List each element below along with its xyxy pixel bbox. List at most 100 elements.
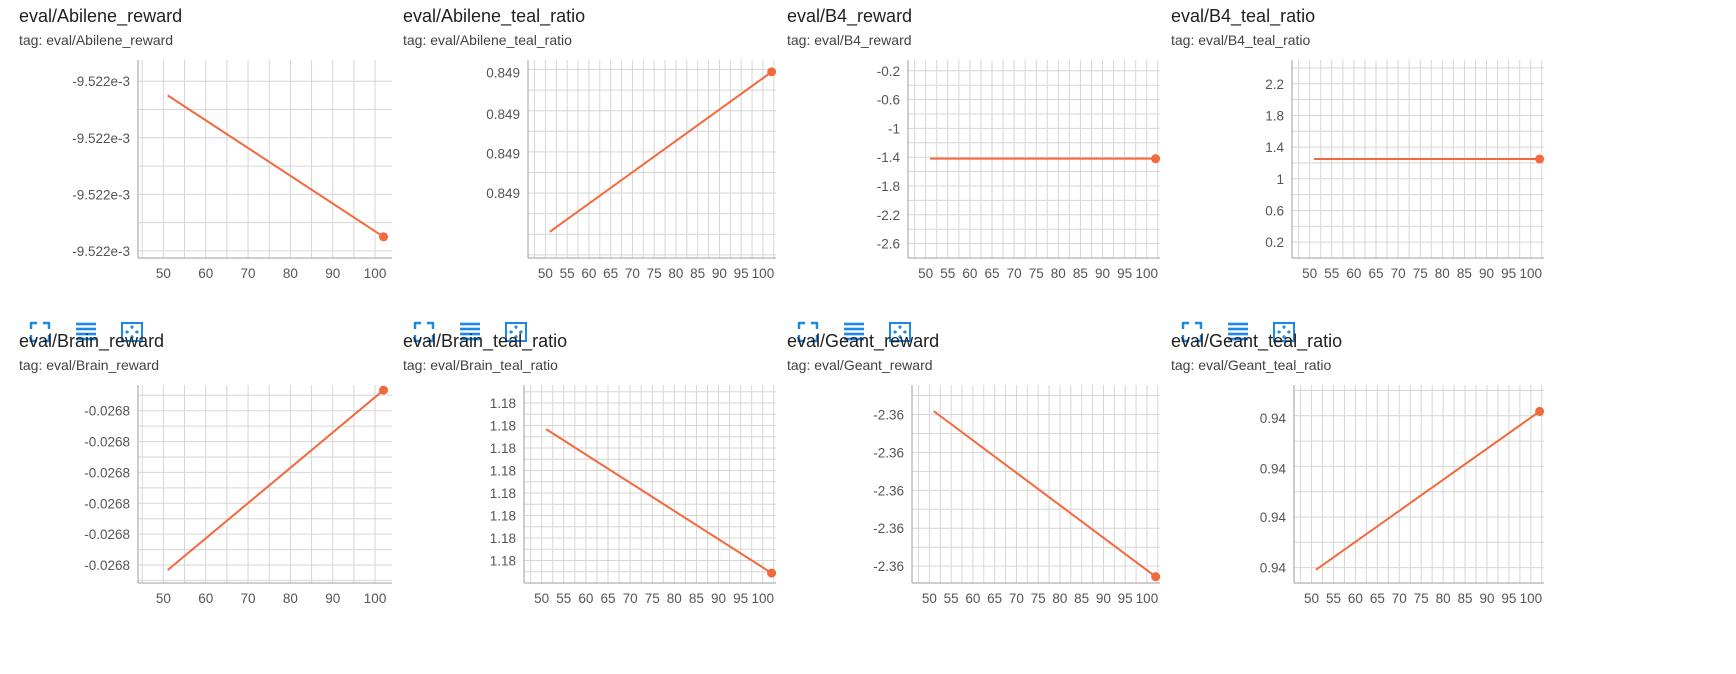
- line-chart[interactable]: 50 55 60 65 70 75 80 85 90 95 100 2.2 1.8 1.4 1 0.6 0.2: [1152, 56, 1562, 292]
- fit-domain-icon: [1273, 322, 1295, 342]
- x-tick-label: 85: [1458, 591, 1473, 606]
- x-tick-label: 65: [1370, 591, 1385, 606]
- y-tick-label: -2.36: [873, 483, 904, 498]
- toggle-y-log-button[interactable]: [72, 318, 100, 346]
- y-tick-label: -0.0268: [84, 465, 130, 480]
- series-last-point[interactable]: [1535, 406, 1545, 416]
- x-tick-label: 95: [1118, 591, 1133, 606]
- toggle-y-log-button[interactable]: [456, 318, 484, 346]
- x-tick-label: 85: [1074, 591, 1089, 606]
- fullscreen-button[interactable]: [410, 318, 438, 346]
- chart-title: eval/Abilene_reward: [19, 6, 183, 26]
- line-chart[interactable]: 50 55 60 65 70 75 80 85 90 95 100 -0.2 -0.6 -1 -1.4 -1.…: [768, 56, 1178, 292]
- chart-toolbar: [1178, 318, 1298, 346]
- series-last-point[interactable]: [379, 232, 389, 242]
- x-tick-label: 75: [645, 591, 660, 606]
- series-line: [549, 71, 773, 233]
- x-tick-label: 75: [1031, 591, 1046, 606]
- y-tick-label: 0.849: [486, 186, 520, 201]
- y-tick-label: -2.36: [873, 521, 904, 536]
- line-chart[interactable]: 50 60 70 80 90 100 -0.0268 -0.0268 -0.0268 -0.026…: [0, 381, 410, 617]
- grid-lines: [138, 385, 392, 583]
- fit-domain-button[interactable]: [1270, 318, 1298, 346]
- chart-card: eval/B4_reward tag: eval/B4_reward 50 55 60 6…: [768, 0, 1178, 343]
- line-chart[interactable]: 50 55 60 65 70 75 80 85 90 95 100 -2.36 -2.36 -2.36 -2…: [768, 381, 1178, 617]
- x-tick-label: 100: [1519, 266, 1542, 281]
- chart-tag: tag: eval/Abilene_teal_ratio: [403, 32, 572, 48]
- y-tick-label: -9.522e-3: [72, 74, 130, 89]
- y-tick-label: 0.94: [1260, 411, 1287, 426]
- chart-title: eval/B4_teal_ratio: [1171, 6, 1316, 26]
- y-tick-label: 0.94: [1260, 510, 1287, 525]
- x-tick-label: 90: [712, 266, 727, 281]
- x-tick-label: 80: [667, 591, 682, 606]
- y-tick-label: -0.0268: [84, 558, 130, 573]
- x-tick-label: 90: [1479, 266, 1494, 281]
- x-tick-label: 85: [1073, 266, 1088, 281]
- x-tick-label: 100: [1135, 266, 1158, 281]
- fullscreen-icon: [413, 321, 435, 343]
- y-tick-label: -2.36: [873, 559, 904, 574]
- line-chart[interactable]: 50 55 60 65 70 75 80 85 90 95 100 0.94 0.94 0.94 0.94: [1152, 381, 1562, 617]
- x-tick-label: 100: [752, 266, 775, 281]
- x-tick-label: 90: [325, 266, 340, 281]
- y-tick-label: 0.6: [1265, 203, 1284, 218]
- x-tick-label: 70: [241, 266, 256, 281]
- y-tick-label: 1.18: [490, 441, 516, 456]
- series-line: [167, 94, 385, 238]
- line-chart[interactable]: 50 55 60 65 70 75 80 85 90 95 100 1.18 1.18 1.18 1.18 1…: [384, 381, 794, 617]
- series-last-point[interactable]: [767, 67, 777, 77]
- x-tick-label: 90: [1095, 266, 1110, 281]
- fullscreen-button[interactable]: [794, 318, 822, 346]
- series-last-point[interactable]: [1151, 572, 1161, 582]
- fit-domain-icon: [505, 322, 527, 342]
- y-tick-label: -0.6: [877, 93, 900, 108]
- y-tick-label: -2.6: [877, 237, 900, 252]
- x-tick-label: 95: [1501, 591, 1516, 606]
- y-tick-label: -2.2: [877, 208, 900, 223]
- toggle-y-log-button[interactable]: [840, 318, 868, 346]
- series-last-point[interactable]: [379, 385, 389, 395]
- x-tick-label: 100: [364, 591, 387, 606]
- x-tick-label: 80: [283, 591, 298, 606]
- x-tick-label: 100: [1520, 591, 1543, 606]
- fit-domain-button[interactable]: [886, 318, 914, 346]
- x-tick-label: 90: [1479, 591, 1494, 606]
- fit-domain-button[interactable]: [118, 318, 146, 346]
- y-tick-label: -0.0268: [84, 496, 130, 511]
- fit-domain-button[interactable]: [502, 318, 530, 346]
- x-tick-label: 80: [668, 266, 683, 281]
- y-tick-label: -0.0268: [84, 527, 130, 542]
- line-chart[interactable]: 50 55 60 65 70 75 80 85 90 95 100 0.849 0.849 0.849 0.…: [384, 56, 794, 292]
- x-tick-label: 95: [734, 266, 749, 281]
- grid-lines: [912, 385, 1160, 583]
- y-tick-label: 1: [1276, 172, 1284, 187]
- line-chart[interactable]: 50 60 70 80 90 100 -9.522e-3 -9.522e-3 -9.522e-3…: [0, 56, 410, 292]
- x-tick-label: 50: [156, 591, 171, 606]
- series-line: [166, 389, 385, 571]
- x-tick-label: 55: [1326, 591, 1341, 606]
- series-last-point[interactable]: [767, 568, 777, 578]
- x-tick-label: 60: [578, 591, 593, 606]
- chart-tag: tag: eval/Brain_teal_ratio: [403, 357, 558, 373]
- grid-lines: [524, 385, 776, 584]
- x-tick-label: 65: [984, 266, 999, 281]
- x-tick-label: 70: [241, 591, 256, 606]
- y-tick-label: 1.18: [490, 486, 516, 501]
- fullscreen-button[interactable]: [26, 318, 54, 346]
- chart-title: eval/Brain_teal_ratio: [403, 331, 568, 351]
- x-tick-label: 100: [364, 266, 387, 281]
- y-tick-label: 1.18: [490, 509, 516, 524]
- toggle-y-log-icon: [1228, 322, 1248, 341]
- x-tick-label: 50: [922, 591, 937, 606]
- series-last-point[interactable]: [1535, 154, 1545, 164]
- chart-card: eval/Abilene_teal_ratio tag: eval/Abilene…: [384, 0, 794, 343]
- fullscreen-button[interactable]: [1178, 318, 1206, 346]
- series-last-point[interactable]: [1151, 154, 1161, 164]
- toggle-y-log-icon: [844, 322, 864, 341]
- chart-card: eval/Geant_teal_ratio tag: eval/Geant_tea…: [1152, 325, 1562, 655]
- x-tick-label: 95: [1501, 266, 1516, 281]
- x-tick-label: 85: [1457, 266, 1472, 281]
- chart-tag: tag: eval/Geant_teal_ratio: [1171, 357, 1332, 373]
- toggle-y-log-button[interactable]: [1224, 318, 1252, 346]
